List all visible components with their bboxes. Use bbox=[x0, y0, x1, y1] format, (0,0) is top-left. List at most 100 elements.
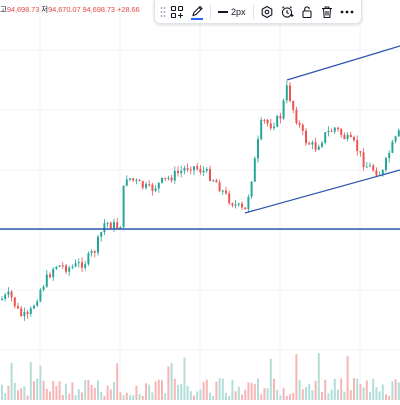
candle-body bbox=[193, 166, 195, 171]
candle-body bbox=[205, 168, 208, 171]
line-width-button[interactable]: 2px bbox=[214, 2, 250, 22]
candle-body bbox=[356, 140, 359, 152]
candle-body bbox=[39, 289, 42, 302]
candle-body bbox=[317, 146, 320, 150]
candle-body bbox=[289, 85, 291, 102]
candle-body bbox=[65, 265, 67, 272]
candle-body bbox=[385, 158, 387, 170]
volume-bar bbox=[132, 395, 135, 400]
candle-body bbox=[135, 179, 138, 181]
more-icon[interactable] bbox=[337, 2, 357, 22]
drag-handle-icon[interactable] bbox=[159, 2, 167, 22]
delete-icon[interactable] bbox=[317, 2, 337, 22]
candle-body bbox=[145, 184, 147, 188]
volume-bar bbox=[141, 395, 144, 400]
volume-bar bbox=[212, 395, 215, 400]
ohlc-legend: 고94,698.73 저94,670.07 94,698.73 +28.66 bbox=[0, 4, 140, 15]
candle-body bbox=[61, 265, 64, 267]
candle-body bbox=[388, 152, 391, 159]
volume-bar bbox=[289, 394, 291, 400]
candle-body bbox=[305, 130, 307, 144]
volume-bar bbox=[244, 389, 247, 400]
candle-body bbox=[266, 119, 269, 124]
candle-body bbox=[148, 184, 151, 186]
candle-body bbox=[141, 181, 144, 188]
volume-bar bbox=[353, 378, 355, 400]
candle-body bbox=[177, 170, 179, 174]
candle-body bbox=[125, 179, 128, 186]
candle-body bbox=[225, 190, 227, 194]
volume-bar bbox=[257, 378, 259, 400]
lock-icon[interactable] bbox=[297, 2, 317, 22]
candle-body bbox=[285, 85, 288, 101]
candle-body bbox=[100, 232, 103, 237]
volume-bar bbox=[298, 379, 301, 400]
volume-bar bbox=[61, 394, 64, 400]
candle-body bbox=[93, 251, 96, 253]
settings-icon[interactable] bbox=[257, 2, 277, 22]
candle-body bbox=[308, 143, 311, 145]
pencil-color-icon[interactable] bbox=[187, 2, 207, 22]
toolbar-divider bbox=[210, 4, 211, 19]
volume-bar bbox=[55, 386, 58, 400]
volume-bar bbox=[135, 385, 138, 400]
volume-bar bbox=[260, 394, 263, 400]
candle-body bbox=[375, 170, 378, 176]
volume-bar bbox=[218, 378, 221, 400]
candle-body bbox=[10, 291, 13, 298]
candle-body bbox=[26, 312, 29, 315]
volume-bar bbox=[372, 378, 375, 400]
volume-bar bbox=[7, 385, 10, 400]
candle-body bbox=[321, 142, 323, 147]
volume-bar bbox=[177, 384, 179, 400]
volume-bar bbox=[247, 382, 250, 400]
candle-body bbox=[391, 141, 394, 153]
candle-body bbox=[132, 178, 135, 181]
toolbar-divider bbox=[252, 4, 254, 19]
drawing-toolbar: 2px bbox=[154, 0, 362, 24]
volume-bar bbox=[87, 380, 90, 400]
candle-body bbox=[273, 126, 275, 129]
volume-bar bbox=[100, 391, 103, 400]
candle-body bbox=[343, 134, 346, 140]
volume-bar bbox=[269, 358, 272, 400]
volume-bar bbox=[263, 388, 266, 400]
volume-bar bbox=[145, 383, 147, 400]
volume-bar bbox=[183, 357, 186, 400]
volume-bar bbox=[394, 379, 397, 400]
volume-bar bbox=[106, 385, 109, 400]
volume-bar bbox=[388, 395, 391, 400]
candle-body bbox=[49, 274, 51, 278]
volume-bar bbox=[138, 394, 141, 400]
volume-bar bbox=[356, 378, 359, 400]
volume-bar bbox=[362, 387, 365, 400]
last-value: 94,698.73 bbox=[82, 5, 116, 14]
candle-body bbox=[180, 170, 183, 174]
candle-body bbox=[13, 297, 16, 307]
template-icon[interactable] bbox=[167, 2, 187, 22]
volume-bar bbox=[276, 389, 279, 400]
alert-icon[interactable] bbox=[277, 2, 297, 22]
candle-body bbox=[269, 123, 272, 129]
candle-body bbox=[324, 132, 327, 143]
volume-bar bbox=[365, 380, 368, 400]
candle-body bbox=[52, 269, 55, 278]
candle-body bbox=[327, 131, 330, 133]
volume-bar bbox=[346, 356, 349, 400]
candle-body bbox=[298, 123, 301, 125]
candle-body bbox=[369, 165, 371, 167]
volume-bar bbox=[93, 387, 96, 400]
candle-body bbox=[103, 223, 106, 233]
volume-bar bbox=[327, 393, 330, 400]
volume-bar bbox=[250, 382, 253, 400]
volume-bar bbox=[151, 392, 154, 400]
close-label: 저 bbox=[41, 5, 49, 14]
candle-body bbox=[109, 222, 112, 229]
candle-body bbox=[157, 182, 160, 189]
volume-bar bbox=[221, 378, 224, 400]
candle-body bbox=[161, 177, 163, 183]
candle-body bbox=[84, 264, 87, 268]
candle-body bbox=[71, 266, 74, 268]
